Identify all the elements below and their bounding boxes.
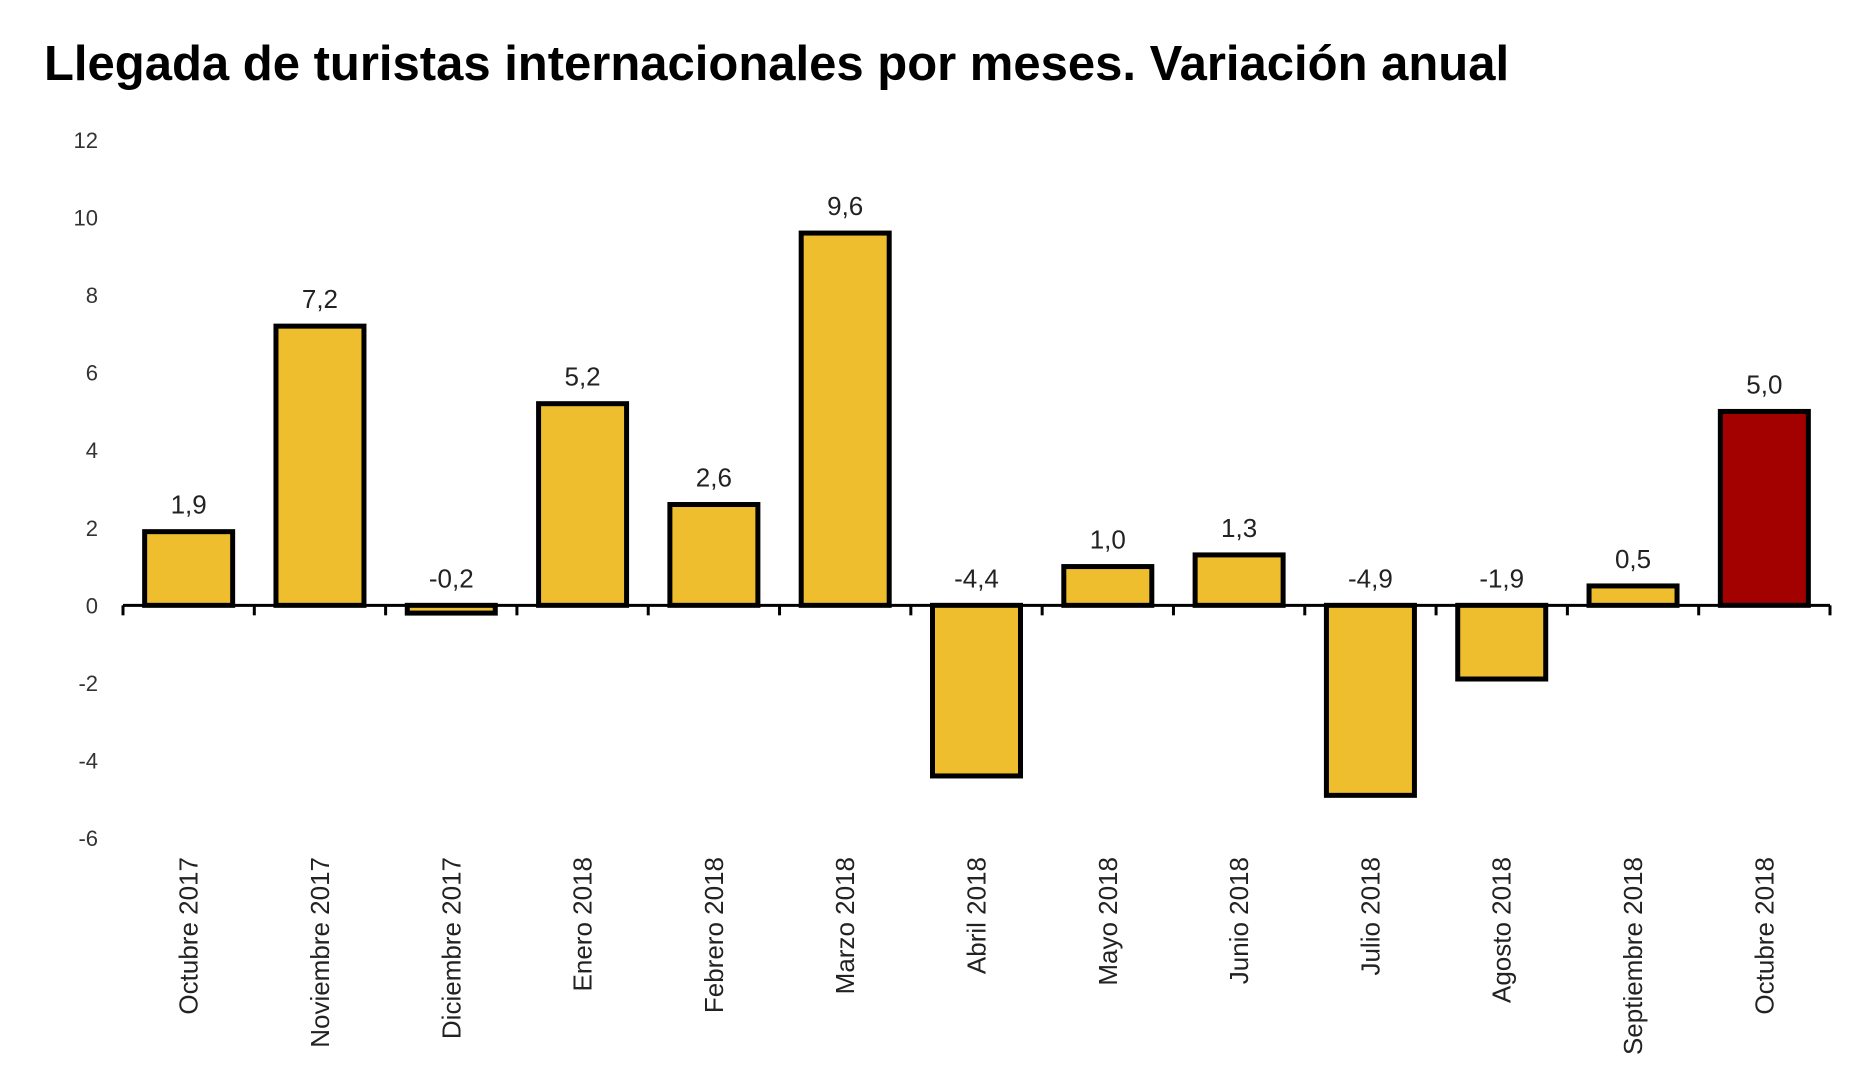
bar xyxy=(273,323,367,608)
x-category-label: Julio 2018 xyxy=(1355,857,1385,976)
x-category-label: Febrero 2018 xyxy=(699,857,729,1013)
data-label: -4,9 xyxy=(1348,563,1393,593)
bar xyxy=(1455,602,1549,682)
bar xyxy=(1323,602,1417,798)
data-label: 1,0 xyxy=(1090,525,1126,555)
y-tick-label: 10 xyxy=(74,206,98,231)
y-tick-label: -4 xyxy=(78,748,98,773)
bar xyxy=(667,502,761,608)
chart-title: Llegada de turistas internacionales por … xyxy=(44,37,1510,91)
bar xyxy=(1061,564,1155,608)
data-label: -4,4 xyxy=(954,563,999,593)
y-tick-label: -2 xyxy=(78,671,98,696)
data-label: 1,9 xyxy=(171,490,207,520)
data-label: 2,6 xyxy=(696,463,732,493)
bar xyxy=(1192,552,1286,608)
x-category-label: Mayo 2018 xyxy=(1093,857,1123,986)
data-label: 1,3 xyxy=(1221,513,1257,543)
x-category-label: Marzo 2018 xyxy=(830,857,860,994)
bar xyxy=(1717,408,1811,608)
x-category-label: Agosto 2018 xyxy=(1487,857,1517,1003)
data-label: 0,5 xyxy=(1615,544,1651,574)
y-tick-label: 0 xyxy=(86,593,98,618)
x-category-label: Septiembre 2018 xyxy=(1618,857,1648,1055)
y-tick-label: 12 xyxy=(74,128,98,153)
data-label: 7,2 xyxy=(302,284,338,314)
bar xyxy=(142,529,236,608)
data-label: 5,0 xyxy=(1746,369,1782,399)
x-category-label: Enero 2018 xyxy=(568,857,598,991)
bar xyxy=(798,230,892,608)
bar xyxy=(930,602,1023,779)
x-category-label: Diciembre 2017 xyxy=(436,857,466,1039)
x-category-label: Abril 2018 xyxy=(962,857,992,974)
x-category-label: Octubre 2017 xyxy=(174,857,204,1015)
x-category-label: Junio 2018 xyxy=(1224,857,1254,984)
x-category-label: Octubre 2018 xyxy=(1749,857,1779,1015)
y-tick-label: 6 xyxy=(86,361,98,386)
x-category-label: Noviembre 2017 xyxy=(305,857,335,1048)
data-label: -0,2 xyxy=(429,563,474,593)
bar xyxy=(536,401,630,608)
y-tick-label: 2 xyxy=(86,516,98,541)
bar xyxy=(1586,583,1680,608)
y-tick-label: -6 xyxy=(78,826,98,851)
data-label: 5,2 xyxy=(564,362,600,392)
y-tick-label: 8 xyxy=(86,283,98,308)
data-label: -1,9 xyxy=(1479,563,1524,593)
y-tick-label: 4 xyxy=(86,438,98,463)
data-label: 9,6 xyxy=(827,191,863,221)
